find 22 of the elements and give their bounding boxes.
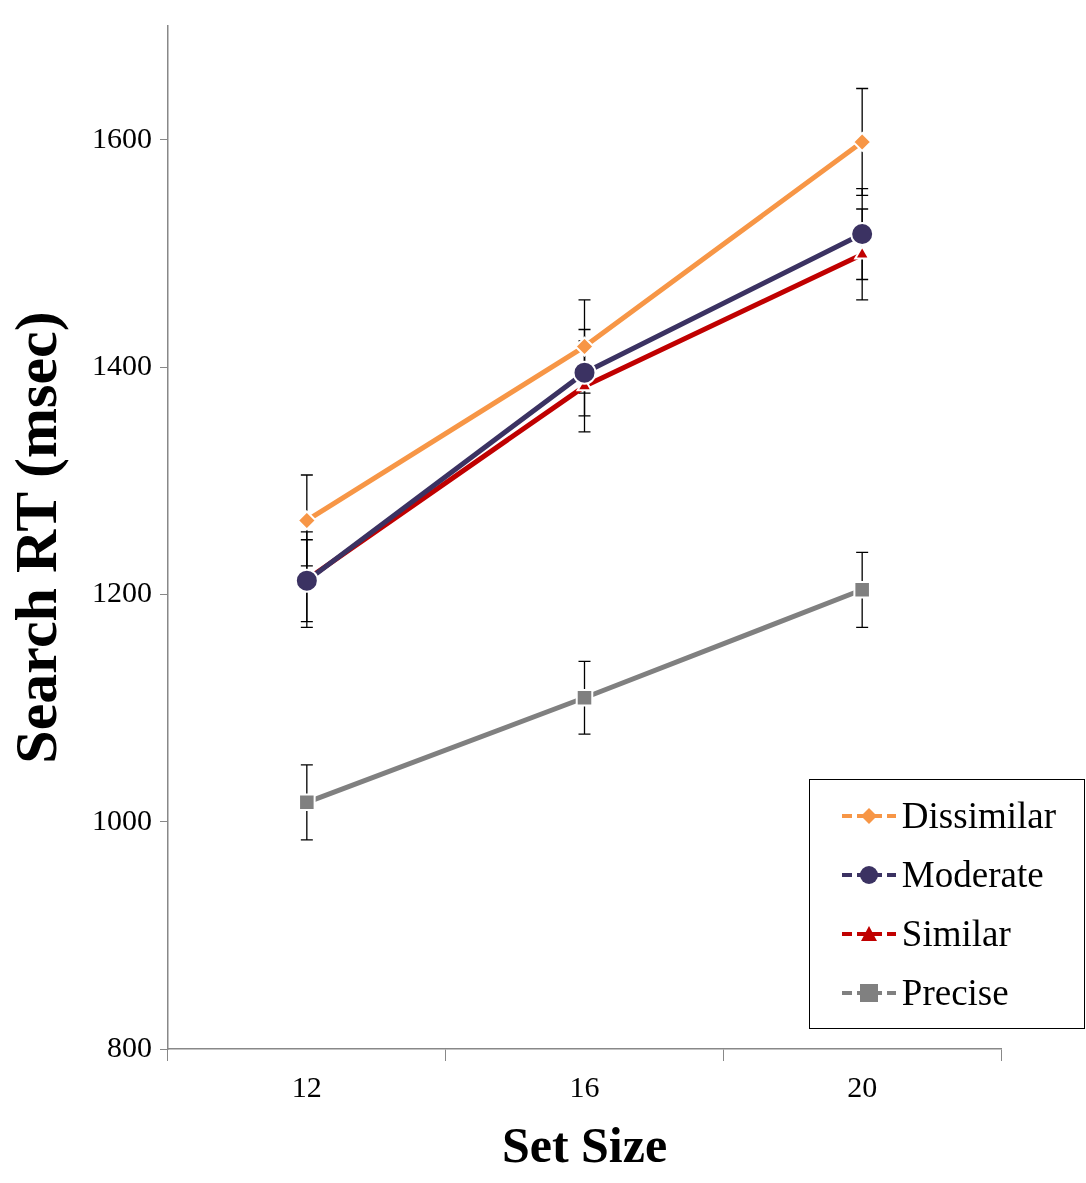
y-tick-label: 1200 <box>92 575 152 609</box>
point <box>850 222 875 247</box>
y-tick-label: 1000 <box>92 802 152 836</box>
point <box>294 568 319 593</box>
x-tick-label: 20 <box>847 1069 878 1103</box>
y-tick-label: 800 <box>107 1029 152 1063</box>
legend-label: Dissimilar <box>901 794 1056 838</box>
legend-label: Similar <box>901 912 1011 956</box>
point <box>853 581 871 599</box>
x-tick-label: 12 <box>291 1069 322 1103</box>
x-tick-label: 16 <box>569 1069 600 1103</box>
point <box>298 793 316 812</box>
point <box>852 131 873 152</box>
point <box>296 510 317 531</box>
point <box>574 336 595 357</box>
legend-label: Precise <box>901 971 1009 1015</box>
y-tick-label: 1600 <box>92 120 152 154</box>
legend-label: Moderate <box>901 853 1044 897</box>
point <box>575 688 594 707</box>
y-axis-title: Search RT (msec) <box>2 311 69 764</box>
y-tick-label: 1400 <box>92 347 152 381</box>
x-axis-title: Set Size <box>501 1116 668 1173</box>
